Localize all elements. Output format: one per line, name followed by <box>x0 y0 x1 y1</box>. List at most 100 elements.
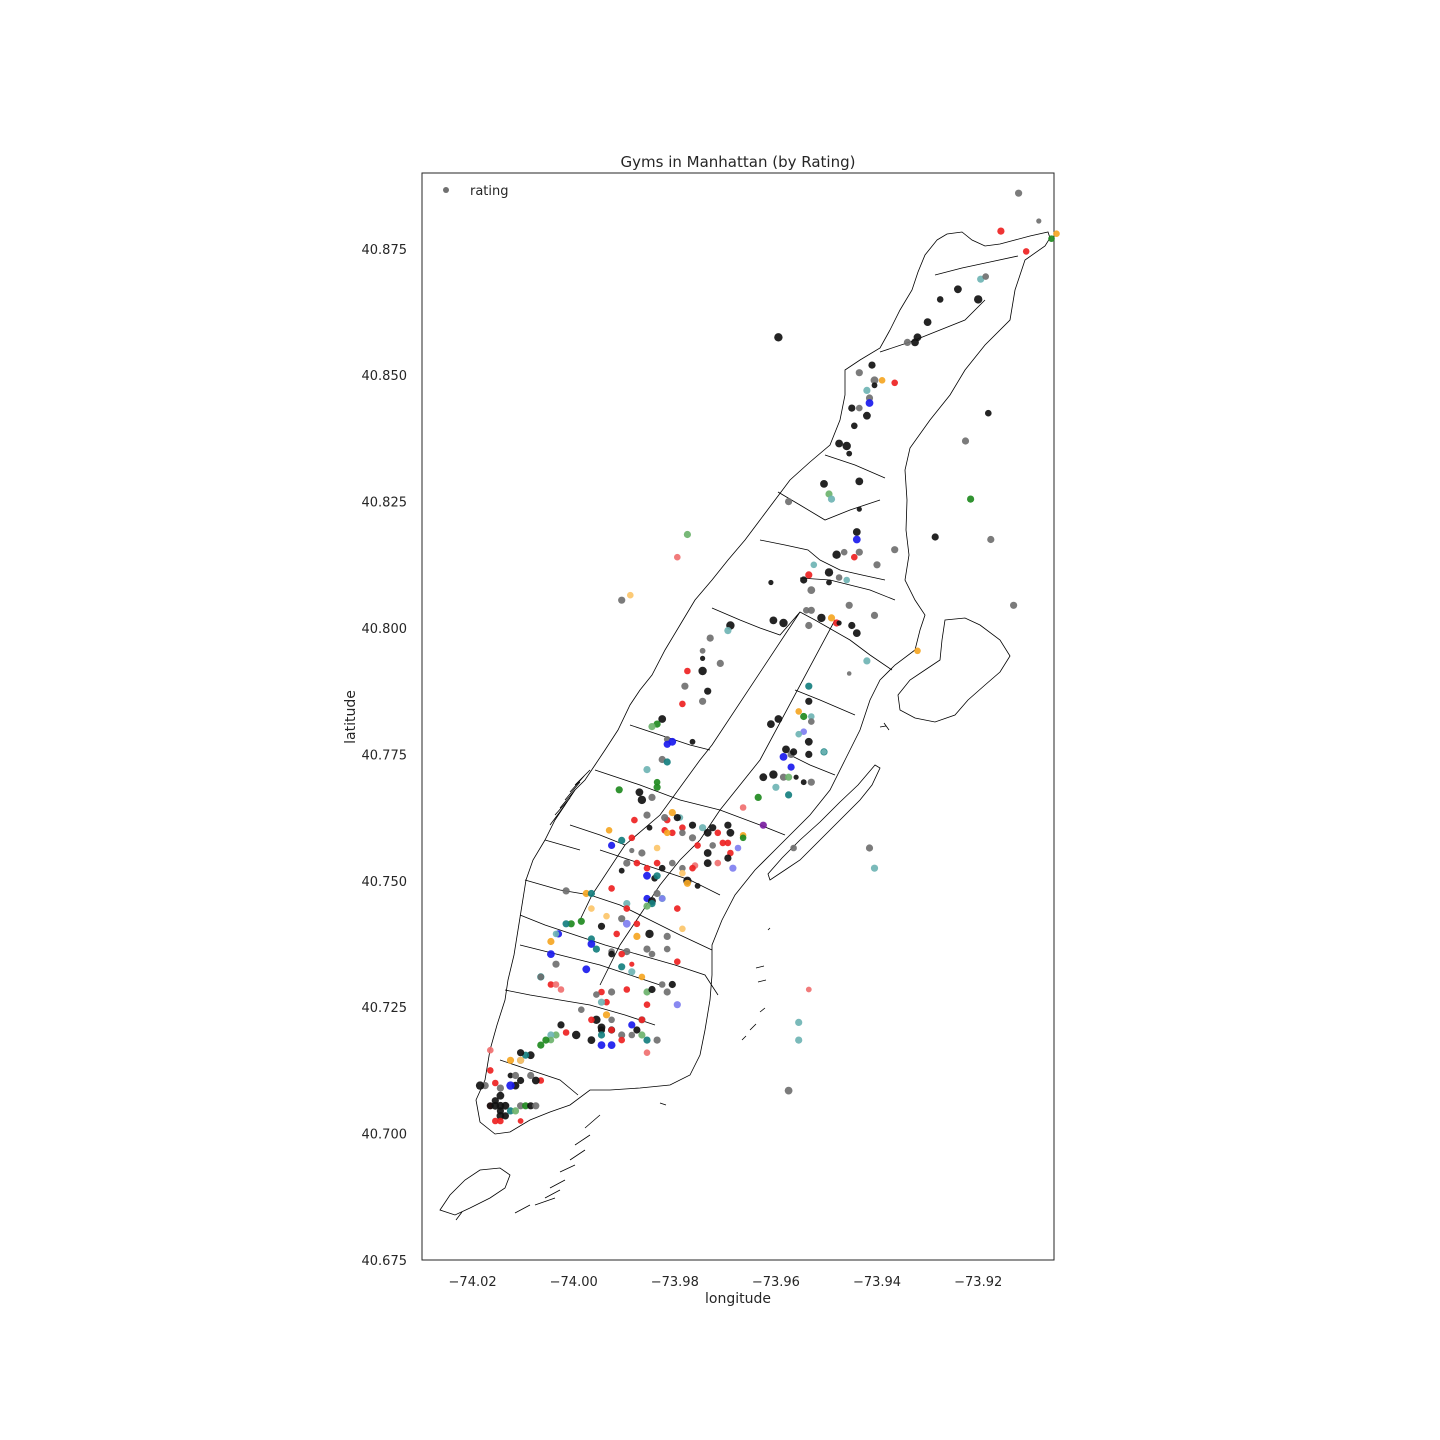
gym-point <box>653 1036 661 1044</box>
gym-point <box>511 1071 520 1080</box>
gym-point <box>648 950 656 958</box>
gym-point <box>689 864 696 872</box>
gym-point <box>820 480 828 488</box>
gym-point <box>729 864 737 872</box>
x-tick-label: −74.02 <box>449 1275 497 1290</box>
gym-point <box>653 783 661 791</box>
gym-point <box>663 740 671 748</box>
gym-point <box>694 883 701 889</box>
gym-point <box>826 579 832 586</box>
gym-point <box>784 1086 793 1095</box>
gym-point <box>774 715 783 723</box>
gym-point <box>793 774 799 780</box>
gym-point <box>997 227 1005 235</box>
gym-point <box>699 697 707 705</box>
gym-point <box>817 613 826 623</box>
gym-point <box>506 1056 515 1064</box>
gym-point <box>552 981 560 988</box>
gym-point <box>679 864 686 872</box>
gym-point <box>497 1117 504 1125</box>
gym-point <box>734 844 742 852</box>
gym-point <box>653 872 661 880</box>
gym-point <box>805 571 813 579</box>
y-tick-label: 40.825 <box>362 496 408 511</box>
gym-point <box>628 1021 636 1029</box>
x-tick-label: −73.94 <box>853 1275 901 1290</box>
gym-point <box>805 750 813 759</box>
gym-point <box>663 988 671 996</box>
gym-point <box>855 369 863 377</box>
gym-point <box>552 930 560 938</box>
gym-point <box>542 1036 550 1044</box>
gym-point <box>658 895 666 902</box>
gym-point <box>643 1036 651 1044</box>
y-tick-label: 40.750 <box>362 875 408 890</box>
gym-point <box>739 834 747 842</box>
gym-point <box>679 829 686 837</box>
x-tick-label: −73.96 <box>752 1275 800 1290</box>
gym-point <box>629 961 635 967</box>
y-tick-label: 40.875 <box>362 243 408 258</box>
y-tick-label: 40.675 <box>362 1254 408 1269</box>
gym-point <box>663 932 671 941</box>
gym-point <box>638 1016 646 1024</box>
gym-point <box>714 829 722 837</box>
gym-point <box>1022 248 1030 255</box>
gym-point <box>840 548 848 556</box>
gym-point <box>608 841 616 850</box>
gym-point <box>891 379 898 387</box>
manhattan-map <box>439 231 1051 1221</box>
gym-point <box>843 576 850 584</box>
y-tick-label: 40.700 <box>362 1128 408 1143</box>
gym-point <box>779 773 788 781</box>
gym-point <box>638 849 646 857</box>
gym-point <box>637 795 647 805</box>
gym-point <box>804 737 813 746</box>
gym-point <box>1036 218 1042 224</box>
gym-point <box>827 614 836 622</box>
gym-point <box>914 647 921 655</box>
gym-point <box>631 816 638 824</box>
gym-point <box>759 773 768 782</box>
gym-point <box>852 629 861 637</box>
y-tick-label: 40.850 <box>362 369 408 384</box>
gym-point <box>587 940 596 948</box>
gym-point <box>653 859 661 867</box>
gym-point <box>618 596 626 604</box>
gym-point <box>572 1030 581 1040</box>
gym-point <box>827 495 836 503</box>
gym-point <box>547 950 555 958</box>
gym-point <box>547 1036 555 1044</box>
gym-point <box>552 1031 560 1039</box>
gym-point <box>587 1036 596 1044</box>
gym-point <box>588 1016 595 1024</box>
gym-point <box>663 829 671 837</box>
gym-point <box>557 1021 565 1029</box>
gym-point <box>679 700 686 708</box>
gym-point <box>658 981 666 988</box>
gym-point <box>684 667 691 675</box>
roosevelt-island <box>767 764 881 881</box>
gym-point <box>795 1018 803 1026</box>
gym-point <box>628 1031 636 1039</box>
gym-point <box>507 1072 514 1079</box>
gym-point <box>618 950 625 958</box>
gym-point <box>527 1071 535 1080</box>
gym-point <box>982 273 989 280</box>
gym-point <box>800 779 807 786</box>
randalls-island <box>897 617 1011 723</box>
gym-point <box>622 919 631 928</box>
gym-point <box>618 963 626 971</box>
gym-point <box>987 535 995 544</box>
gym-point <box>807 606 815 614</box>
gym-point <box>790 748 798 756</box>
gym-point <box>526 1051 535 1060</box>
gym-point <box>643 902 651 910</box>
gym-point <box>643 945 651 953</box>
gym-point <box>891 546 899 554</box>
gym-point <box>795 730 802 738</box>
gym-point <box>643 766 651 774</box>
gym-point <box>679 869 686 877</box>
